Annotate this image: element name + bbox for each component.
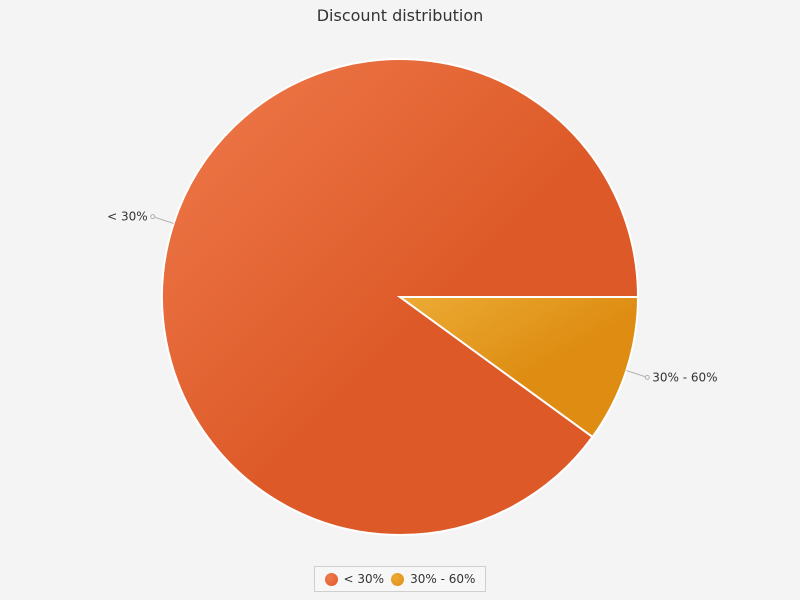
legend-item[interactable]: < 30% [324,572,385,586]
label-leader-line [626,370,648,378]
legend-label: 30% - 60% [410,572,476,586]
slice-label: 30% - 60% [652,370,717,384]
label-leader-dot [644,374,650,380]
slice-label: < 30% [107,210,148,224]
legend-swatch-icon [324,572,338,586]
legend: < 30% 30% - 60% [314,566,486,592]
legend-label: < 30% [343,572,385,586]
label-leader-line [152,216,174,224]
label-leader-dot [150,214,156,220]
chart-title: Discount distribution [316,6,484,25]
legend-swatch-icon [391,572,405,586]
legend-item[interactable]: 30% - 60% [391,572,475,586]
